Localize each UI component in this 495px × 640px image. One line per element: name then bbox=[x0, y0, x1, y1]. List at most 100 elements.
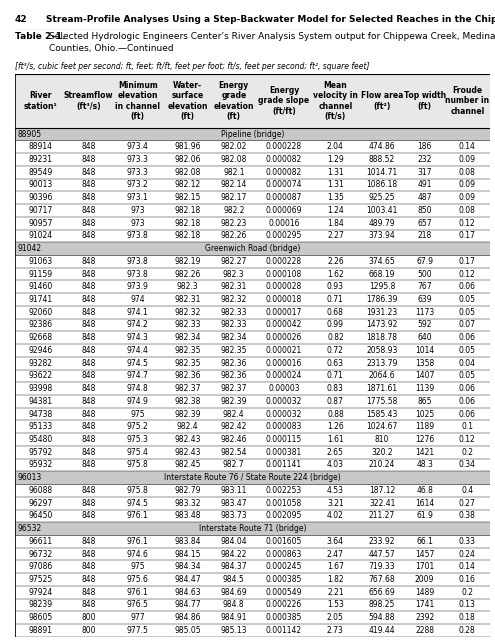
Text: 0.2: 0.2 bbox=[461, 588, 473, 596]
Text: 96732: 96732 bbox=[28, 550, 52, 559]
Text: 0.000021: 0.000021 bbox=[266, 346, 302, 355]
Text: 0.27: 0.27 bbox=[459, 499, 476, 508]
Text: 973.9: 973.9 bbox=[127, 282, 148, 291]
Text: 96297: 96297 bbox=[28, 499, 52, 508]
Text: 0.000032: 0.000032 bbox=[266, 410, 302, 419]
Text: 984.5: 984.5 bbox=[223, 575, 245, 584]
Text: 848: 848 bbox=[81, 168, 96, 177]
Text: 0.09: 0.09 bbox=[459, 180, 476, 189]
Text: 848: 848 bbox=[81, 333, 96, 342]
Text: 848: 848 bbox=[81, 142, 96, 151]
Text: 0.14: 0.14 bbox=[459, 563, 476, 572]
Text: 1014.71: 1014.71 bbox=[366, 168, 397, 177]
Text: Minimum
elevation
in channel
(ft): Minimum elevation in channel (ft) bbox=[115, 81, 160, 121]
Text: 982.06: 982.06 bbox=[174, 155, 201, 164]
Text: 1024.67: 1024.67 bbox=[366, 422, 398, 431]
Text: 0.000024: 0.000024 bbox=[266, 371, 302, 380]
Text: 91024: 91024 bbox=[28, 232, 52, 241]
Text: 2.65: 2.65 bbox=[327, 448, 344, 457]
Text: 848: 848 bbox=[81, 435, 96, 444]
Text: 0.000032: 0.000032 bbox=[266, 397, 302, 406]
Text: 0.000108: 0.000108 bbox=[266, 269, 302, 278]
Text: 984.69: 984.69 bbox=[220, 588, 247, 596]
Text: 186: 186 bbox=[417, 142, 432, 151]
Text: 1.29: 1.29 bbox=[327, 155, 344, 164]
Text: 0.06: 0.06 bbox=[459, 397, 476, 406]
Text: 0.05: 0.05 bbox=[459, 308, 476, 317]
Bar bbox=[15, 128, 490, 140]
Text: 848: 848 bbox=[81, 588, 96, 596]
Text: 0.00003: 0.00003 bbox=[268, 384, 300, 393]
Text: 982.15: 982.15 bbox=[174, 193, 201, 202]
Text: 982.26: 982.26 bbox=[174, 269, 201, 278]
Text: 848: 848 bbox=[81, 232, 96, 241]
Text: 97525: 97525 bbox=[28, 575, 52, 584]
Text: 474.86: 474.86 bbox=[369, 142, 396, 151]
Text: 0.04: 0.04 bbox=[459, 358, 476, 367]
Text: 973.3: 973.3 bbox=[127, 168, 148, 177]
Text: 0.83: 0.83 bbox=[327, 384, 344, 393]
Text: 93622: 93622 bbox=[28, 371, 52, 380]
Text: 0.12: 0.12 bbox=[459, 269, 476, 278]
Text: 973: 973 bbox=[130, 219, 145, 228]
Text: 0.06: 0.06 bbox=[459, 333, 476, 342]
Text: 1775.58: 1775.58 bbox=[366, 397, 398, 406]
Text: 982.18: 982.18 bbox=[175, 219, 201, 228]
Text: 0.18: 0.18 bbox=[459, 613, 476, 622]
Text: River
station¹: River station¹ bbox=[23, 92, 57, 111]
Text: 232: 232 bbox=[417, 155, 432, 164]
Text: 975.8: 975.8 bbox=[127, 460, 148, 470]
Text: 982.14: 982.14 bbox=[221, 180, 247, 189]
Text: 2.05: 2.05 bbox=[327, 613, 344, 622]
Text: 976.1: 976.1 bbox=[127, 511, 148, 520]
Text: 975.2: 975.2 bbox=[127, 422, 148, 431]
Text: 233.92: 233.92 bbox=[369, 537, 396, 546]
Text: 974.8: 974.8 bbox=[127, 384, 148, 393]
Text: 0.99: 0.99 bbox=[327, 321, 344, 330]
Text: 848: 848 bbox=[81, 511, 96, 520]
Text: 984.63: 984.63 bbox=[174, 588, 201, 596]
Text: 982.35: 982.35 bbox=[174, 346, 201, 355]
Text: 974.2: 974.2 bbox=[127, 321, 148, 330]
Text: 982.37: 982.37 bbox=[174, 384, 201, 393]
Text: 848: 848 bbox=[81, 422, 96, 431]
Text: 984.77: 984.77 bbox=[174, 600, 201, 609]
Text: 1139: 1139 bbox=[415, 384, 434, 393]
Text: 98891: 98891 bbox=[28, 626, 52, 635]
Text: 61.9: 61.9 bbox=[416, 511, 433, 520]
Text: Flow area
(ft²): Flow area (ft²) bbox=[361, 92, 403, 111]
Text: 1407: 1407 bbox=[415, 371, 435, 380]
Text: 1.82: 1.82 bbox=[327, 575, 344, 584]
Text: 974.1: 974.1 bbox=[127, 308, 148, 317]
Text: 982.43: 982.43 bbox=[174, 435, 201, 444]
Text: 0.001142: 0.001142 bbox=[266, 626, 302, 635]
Text: 982.43: 982.43 bbox=[174, 448, 201, 457]
Text: 640: 640 bbox=[417, 333, 432, 342]
Text: 0.000028: 0.000028 bbox=[266, 282, 302, 291]
Text: 0.4: 0.4 bbox=[461, 486, 473, 495]
Text: 1.24: 1.24 bbox=[327, 206, 344, 215]
Text: 98605: 98605 bbox=[28, 613, 52, 622]
Text: 90957: 90957 bbox=[28, 219, 52, 228]
Text: 982.31: 982.31 bbox=[174, 295, 201, 304]
Text: 984.86: 984.86 bbox=[174, 613, 201, 622]
Text: 848: 848 bbox=[81, 295, 96, 304]
Text: 66.1: 66.1 bbox=[416, 537, 433, 546]
Text: Table 2–1.: Table 2–1. bbox=[15, 33, 65, 42]
Text: 656.69: 656.69 bbox=[369, 588, 396, 596]
Text: 594.88: 594.88 bbox=[369, 613, 396, 622]
Text: 3.21: 3.21 bbox=[327, 499, 344, 508]
Text: 2392: 2392 bbox=[415, 613, 434, 622]
Text: 982.33: 982.33 bbox=[220, 321, 247, 330]
Text: 982.36: 982.36 bbox=[220, 358, 247, 367]
Text: 0.000087: 0.000087 bbox=[266, 193, 302, 202]
Text: 982.18: 982.18 bbox=[175, 206, 201, 215]
Text: Energy
grade slope
(ft/ft): Energy grade slope (ft/ft) bbox=[258, 86, 309, 116]
Text: 719.33: 719.33 bbox=[369, 563, 396, 572]
Text: 982.35: 982.35 bbox=[220, 346, 247, 355]
Text: 0.000245: 0.000245 bbox=[266, 563, 302, 572]
Text: Top width
(ft): Top width (ft) bbox=[403, 92, 446, 111]
Text: 0.000863: 0.000863 bbox=[266, 550, 302, 559]
Text: 1.31: 1.31 bbox=[327, 180, 344, 189]
Text: 848: 848 bbox=[81, 321, 96, 330]
